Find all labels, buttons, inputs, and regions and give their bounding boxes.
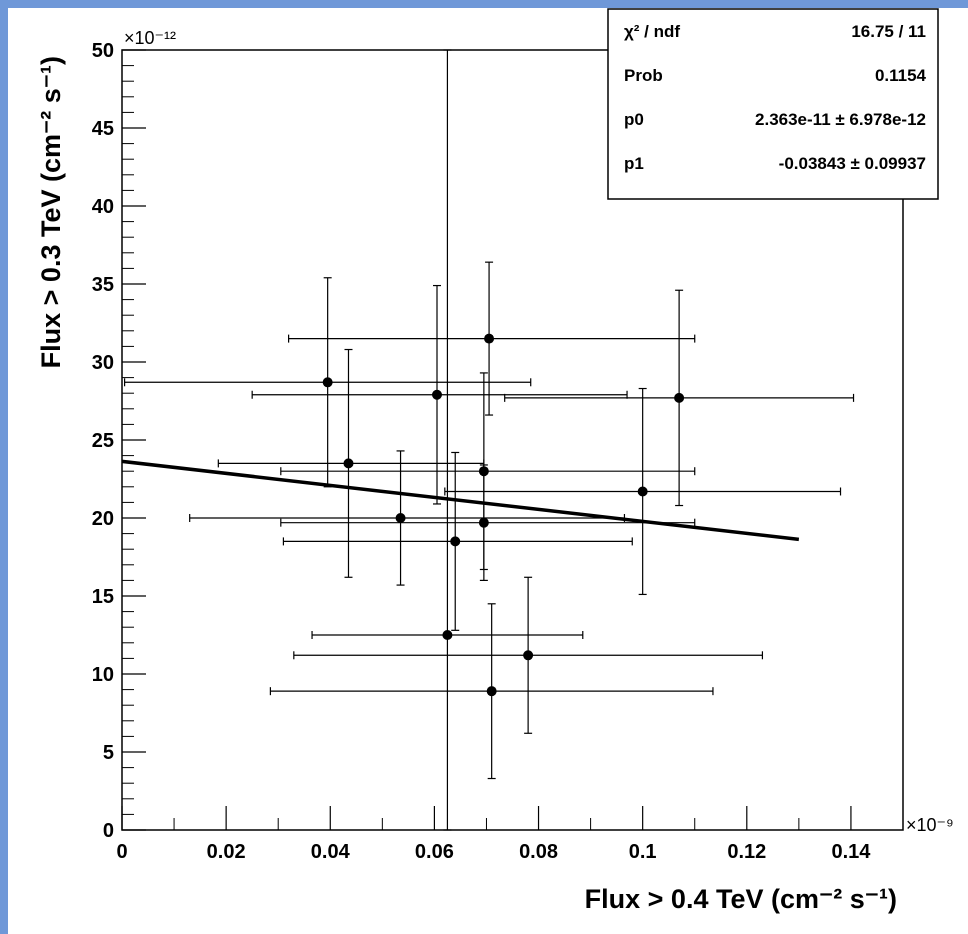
x-tick-label: 0.14 xyxy=(831,841,871,863)
stats-value: 0.1154 xyxy=(875,66,927,85)
x-tick-label: 0.1 xyxy=(629,841,657,863)
data-point xyxy=(450,536,461,547)
data-point xyxy=(523,650,534,661)
y-tick-label: 5 xyxy=(103,742,114,764)
stats-box xyxy=(607,8,939,200)
x-tick-label: 0.08 xyxy=(519,841,558,863)
data-point xyxy=(432,389,443,400)
stats-label: χ² / ndf xyxy=(624,22,680,41)
y-axis-title: Flux > 0.3 TeV (cm⁻² s⁻¹) xyxy=(36,56,66,368)
x-tick-label: 0.12 xyxy=(727,841,766,863)
x-axis-multiplier: ×10⁻⁹ xyxy=(906,815,954,835)
data-point xyxy=(484,333,495,344)
data-point xyxy=(478,466,489,477)
data-point xyxy=(395,513,406,523)
data-point xyxy=(343,458,354,469)
y-tick-label: 20 xyxy=(92,508,114,530)
y-tick-label: 50 xyxy=(92,40,114,62)
stats-value: -0.03843 ± 0.09937 xyxy=(779,154,926,173)
data-point xyxy=(486,686,497,697)
scatter-plot: 0 0.02 0.04 0.06 0.08 0.1 0.12 0.14 0 5 10 15 20 25 30… xyxy=(36,8,954,914)
data-point xyxy=(442,630,453,640)
x-tick-label: 0.04 xyxy=(311,841,351,863)
error-bar xyxy=(311,49,584,831)
stats-label: p0 xyxy=(624,110,644,129)
y-tick-label: 0 xyxy=(103,820,114,842)
y-tick-label: 40 xyxy=(92,196,114,218)
y-tick-label: 35 xyxy=(92,274,114,296)
stats-value: 2.363e-11 ± 6.978e-12 xyxy=(755,110,926,129)
x-tick-label: 0 xyxy=(116,841,127,863)
x-tick-label: 0.02 xyxy=(207,841,246,863)
stats-label: Prob xyxy=(624,66,663,85)
y-tick-label: 45 xyxy=(92,118,114,140)
y-tick-label: 10 xyxy=(92,664,114,686)
data-point xyxy=(637,486,648,497)
stats-value: 16.75 / 11 xyxy=(851,22,926,41)
stats-label: p1 xyxy=(624,154,644,173)
data-point xyxy=(674,392,685,403)
y-axis-multiplier: ×10⁻¹² xyxy=(124,28,176,48)
x-axis-title: Flux > 0.4 TeV (cm⁻² s⁻¹) xyxy=(585,884,897,914)
data-point xyxy=(322,377,333,388)
x-tick-label: 0.06 xyxy=(415,841,454,863)
y-tick-label: 15 xyxy=(92,586,114,608)
data-point xyxy=(478,517,489,528)
y-tick-label: 30 xyxy=(92,352,114,374)
fit-line xyxy=(121,459,800,542)
y-tick-label: 25 xyxy=(92,430,114,452)
plot-canvas: 0 0.02 0.04 0.06 0.08 0.1 0.12 0.14 0 5 10 15 20 25 30… xyxy=(8,8,968,934)
